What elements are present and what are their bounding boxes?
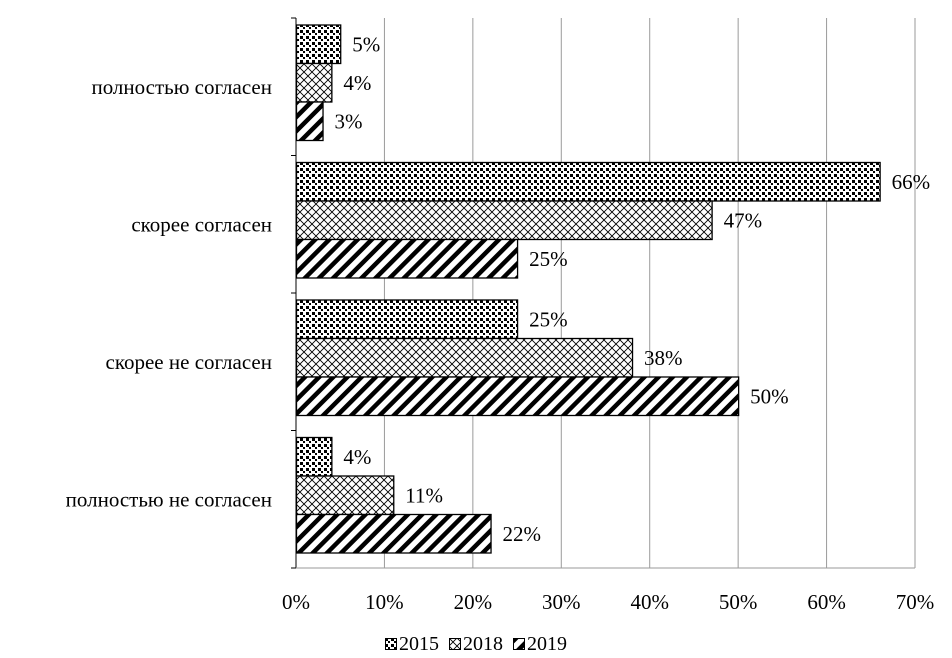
x-tick-label: 0%	[282, 590, 310, 614]
bars	[295, 24, 881, 554]
grid-lines	[383, 18, 916, 568]
bar-2019	[295, 376, 740, 417]
legend-item-2018: 2018	[449, 633, 503, 656]
x-tick-label: 40%	[630, 590, 669, 614]
legend-swatch-2019	[513, 638, 525, 650]
legend-swatch-2015	[385, 638, 397, 650]
data-label: 5%	[352, 32, 380, 56]
data-label: 50%	[750, 384, 789, 408]
legend-item-2019: 2019	[513, 633, 567, 656]
data-labels: 5% 4% 3% 66% 47% 25% 25% 38% 50% 4% 11% 22%	[335, 32, 931, 546]
data-label: 25%	[529, 247, 568, 271]
category-label: скорее согласен	[131, 212, 272, 236]
bar-2018	[295, 337, 634, 378]
data-label: 4%	[343, 71, 371, 95]
data-label: 38%	[644, 346, 683, 370]
bar-chart: 5% 4% 3% 66% 47% 25% 25% 38% 50% 4% 11% 22% 0% 10% 20…	[66, 17, 935, 614]
data-label: 3%	[335, 109, 363, 133]
category-label: скорее не согласен	[106, 350, 272, 374]
x-tick-label: 70%	[896, 590, 935, 614]
legend-label-2015: 2015	[399, 632, 439, 655]
data-label: 11%	[405, 483, 443, 507]
category-label: полностью согласен	[91, 75, 272, 99]
category-label: полностью не согласен	[66, 487, 272, 511]
bar-2019	[295, 238, 519, 279]
data-label: 22%	[503, 522, 542, 546]
bar-2018	[295, 200, 713, 241]
bar-2015	[295, 299, 519, 340]
legend-item-2015: 2015	[385, 633, 439, 656]
axes: 0% 10% 20% 30% 40% 50% 60% 70% полностью согласе…	[66, 17, 935, 614]
x-tick-label: 50%	[719, 590, 758, 614]
bar-2018	[295, 475, 395, 516]
bar-2015	[295, 436, 333, 477]
legend: 2015 2018 2019	[0, 632, 952, 656]
bar-2015	[295, 161, 881, 202]
x-tick-label: 20%	[454, 590, 493, 614]
data-label: 4%	[343, 445, 371, 469]
data-label: 25%	[529, 307, 568, 331]
legend-label-2019: 2019	[527, 632, 567, 655]
bar-2018	[295, 62, 333, 103]
x-tick-label: 60%	[807, 590, 846, 614]
data-label: 47%	[724, 208, 763, 232]
data-label: 66%	[892, 170, 931, 194]
bar-2019	[295, 513, 492, 554]
x-tick-label: 10%	[365, 590, 404, 614]
bar-2015	[295, 24, 342, 65]
legend-label-2018: 2018	[463, 632, 503, 655]
legend-swatch-2018	[449, 638, 461, 650]
bar-2019	[295, 101, 324, 142]
x-tick-label: 30%	[542, 590, 581, 614]
